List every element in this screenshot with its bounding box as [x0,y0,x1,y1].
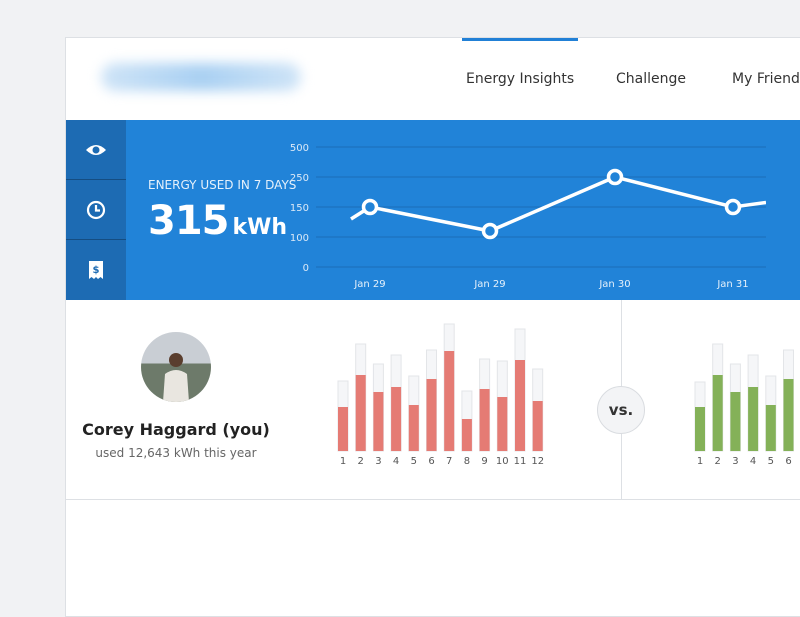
svg-text:$: $ [93,265,100,276]
month-label: 10 [496,456,509,467]
month-label: 3 [375,456,381,467]
month-label: 5 [411,456,417,467]
month-label: 1 [697,456,703,467]
data-point [361,198,379,216]
x-tick-label: Jan 29 [353,279,385,290]
month-label: 12 [531,456,544,467]
bar-usage [408,405,419,451]
series-line [369,175,766,233]
tab-challenge[interactable]: Challenge [616,71,686,87]
bar-usage [373,392,384,451]
my-monthly-bars: 1 2 3 4 5 6 7 8 9 10 11 12 [337,323,544,467]
person-photo [163,353,189,402]
dashboard-card: Energy Insights Challenge My Friends $ E… [65,37,800,617]
y-tick-label: 100 [290,233,309,244]
sidebar-item-history[interactable] [66,180,126,240]
month-label: 11 [514,456,527,467]
energy-unit: kWh [232,215,288,240]
month-label: 3 [732,456,738,467]
month-label: 5 [768,456,774,467]
x-tick-label: Jan 31 [716,279,748,290]
energy-value: 315 kWh [148,198,287,244]
month-label: 9 [481,456,487,467]
bar-usage [695,407,705,451]
energy-number: 315 [148,198,229,244]
y-tick-label: 150 [290,203,309,214]
data-point [724,198,742,216]
sidebar-item-insights[interactable] [66,120,126,180]
bar-usage [748,387,759,451]
bar-usage [355,375,366,451]
energy-label: ENERGY USED IN 7 DAYS [148,178,297,192]
bar-usage [532,401,543,451]
bar-usage [497,397,508,451]
x-tick-label: Jan 29 [473,279,505,290]
y-tick-label: 250 [290,173,309,184]
tab-energy-insights[interactable]: Energy Insights [462,38,579,120]
bar-usage [479,389,490,451]
avatar [141,332,211,402]
bar-usage [730,392,741,451]
month-label: 1 [340,456,346,467]
user-name: Corey Haggard (you) [82,420,270,439]
month-label: 6 [785,456,791,467]
month-label: 2 [715,456,721,467]
bar-usage [712,375,723,451]
month-label: 8 [464,456,470,467]
clock-icon [86,200,106,219]
energy-band: $ ENERGY USED IN 7 DAYS 315 kWh 0 100 150 25… [66,120,800,300]
tab-my-friends[interactable]: My Friends [732,71,800,87]
month-label: 2 [358,456,364,467]
bar-usage [783,379,794,451]
bill-icon: $ [89,261,103,279]
y-tick-label: 0 [303,263,309,274]
user-usage: used 12,643 kWh this year [95,446,257,460]
bar-usage [444,351,455,451]
month-label: 4 [393,456,399,467]
energy-line-chart: 0 100 150 250 500 Jan 29 Jan 29 Jan 30 Jan 31 [290,143,766,290]
sidebar-item-billing[interactable]: $ [66,240,126,300]
bar-usage [338,407,348,451]
x-tick-label: Jan 30 [598,279,630,290]
y-tick-label: 500 [290,143,309,154]
month-label: 6 [428,456,434,467]
bar-usage [461,419,472,451]
bar-usage [391,387,402,451]
sidebar: $ [66,120,126,300]
data-point [606,168,624,186]
month-label: 7 [446,456,452,467]
month-label: 4 [750,456,756,467]
comparison-section: Corey Haggard (you) used 12,643 kWh this… [66,300,800,500]
eye-icon [86,144,106,155]
vs-badge: vs. [597,386,645,434]
bar-usage [426,379,437,451]
data-point [481,222,499,240]
bar-usage [515,360,525,451]
bar-usage [765,405,776,451]
logo[interactable] [101,63,301,91]
